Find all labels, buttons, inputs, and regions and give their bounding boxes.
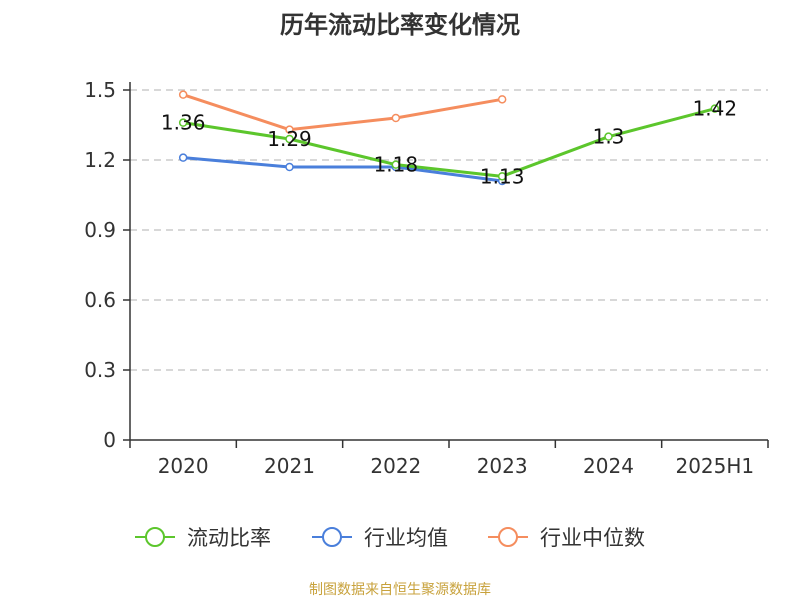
x-tick-label: 2020	[158, 454, 209, 478]
data-point	[178, 90, 188, 99]
legend-item[interactable]: 行业中位数	[488, 526, 645, 550]
series-layer	[178, 90, 720, 186]
legend-swatch-marker	[322, 527, 342, 547]
legend-swatch-marker	[145, 527, 165, 547]
data-point	[285, 162, 294, 172]
data-label: 1.18	[374, 153, 419, 177]
y-tick-label: 0	[103, 428, 116, 452]
data-point	[178, 153, 188, 162]
data-point	[285, 125, 294, 134]
series-line-1	[183, 156, 503, 183]
x-tick-label: 2021	[264, 454, 315, 478]
data-point	[497, 95, 507, 104]
data-point	[285, 134, 294, 144]
data-label: 1.13	[480, 164, 525, 188]
data-point	[391, 113, 401, 123]
y-tick-label: 0.6	[84, 288, 116, 312]
legend-label: 行业均值	[364, 526, 448, 550]
data-label: 1.42	[693, 97, 738, 121]
data-label: 1.3	[593, 125, 625, 149]
source-note: 制图数据来自恒生聚源数据库	[309, 582, 491, 598]
y-tick-label: 0.3	[84, 358, 116, 382]
x-tick-label: 2023	[477, 454, 528, 478]
data-point	[391, 160, 401, 169]
data-point	[710, 104, 720, 113]
y-tick-label: 0.9	[84, 218, 116, 242]
x-tick-label: 2024	[583, 454, 634, 478]
data-label: 1.36	[161, 111, 206, 135]
data-point	[178, 118, 188, 127]
y-tick-label: 1.2	[84, 148, 116, 172]
legend-label: 流动比率	[187, 526, 271, 550]
x-tick-label: 2025H1	[675, 454, 754, 478]
legend-item[interactable]: 流动比率	[135, 526, 271, 550]
axis-layer: 0 0.3 0.6 0.9 1.2 1.5 2020 2021 2022 2023 2024 2025…	[84, 78, 769, 478]
data-point	[497, 172, 507, 181]
grid-layer	[130, 89, 768, 371]
series-line-0	[182, 107, 716, 178]
legend-label: 行业中位数	[540, 526, 645, 550]
x-tick-label: 2022	[370, 454, 421, 478]
legend: 流动比率 行业均值 行业中位数	[135, 526, 645, 550]
y-tick-label: 1.5	[84, 78, 116, 102]
data-label-layer: 1.36 1.29 1.18 1.13 1.3 1.42	[161, 97, 737, 189]
legend-item[interactable]: 行业均值	[312, 526, 448, 550]
data-label: 1.29	[267, 127, 312, 151]
series-line-2	[182, 93, 503, 132]
chart-title: 历年流动比率变化情况	[280, 11, 520, 39]
legend-swatch-marker	[498, 527, 518, 547]
data-point	[604, 132, 613, 141]
